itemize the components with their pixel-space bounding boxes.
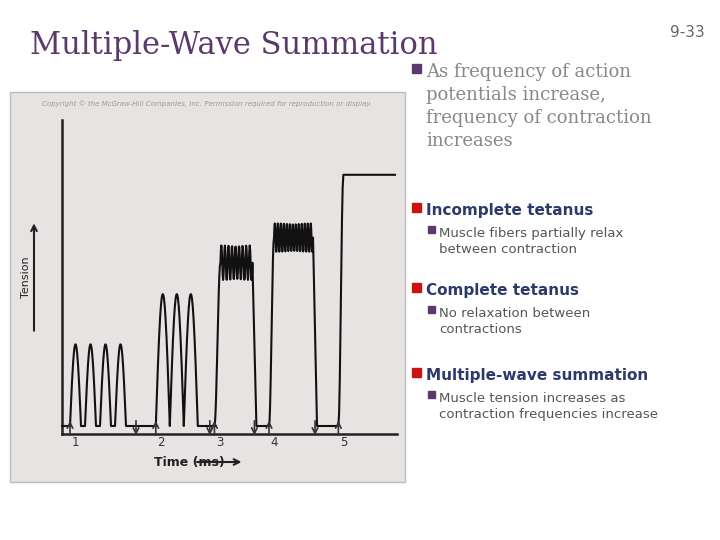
Bar: [412, 203, 421, 212]
Text: 4: 4: [270, 436, 278, 449]
Text: Complete tetanus: Complete tetanus: [426, 283, 579, 298]
Text: Incomplete tetanus: Incomplete tetanus: [426, 203, 593, 218]
Bar: [412, 64, 421, 73]
Text: Time (ms): Time (ms): [154, 456, 225, 469]
Bar: [412, 368, 421, 377]
Bar: [428, 226, 435, 233]
Text: 3: 3: [216, 436, 223, 449]
Text: No relaxation between
contractions: No relaxation between contractions: [439, 307, 590, 336]
Text: 1: 1: [71, 436, 78, 449]
Text: 2: 2: [157, 436, 165, 449]
Bar: [412, 283, 421, 292]
Bar: [428, 391, 435, 398]
Text: Muscle tension increases as
contraction frequencies increase: Muscle tension increases as contraction …: [439, 392, 658, 421]
Text: Tension: Tension: [21, 256, 31, 298]
Text: 5: 5: [340, 436, 347, 449]
Text: Muscle fibers partially relax
between contraction: Muscle fibers partially relax between co…: [439, 227, 624, 256]
Text: 9-33: 9-33: [670, 25, 705, 40]
Bar: [428, 306, 435, 313]
Text: Copyright © the McGraw-Hill Companies, Inc. Permission required for reproduction: Copyright © the McGraw-Hill Companies, I…: [42, 100, 373, 107]
Text: As frequency of action
potentials increase,
frequency of contraction
increases: As frequency of action potentials increa…: [426, 63, 652, 150]
Text: Multiple-Wave Summation: Multiple-Wave Summation: [30, 30, 438, 61]
Text: Multiple-wave summation: Multiple-wave summation: [426, 368, 648, 383]
Bar: [10, 92, 405, 482]
